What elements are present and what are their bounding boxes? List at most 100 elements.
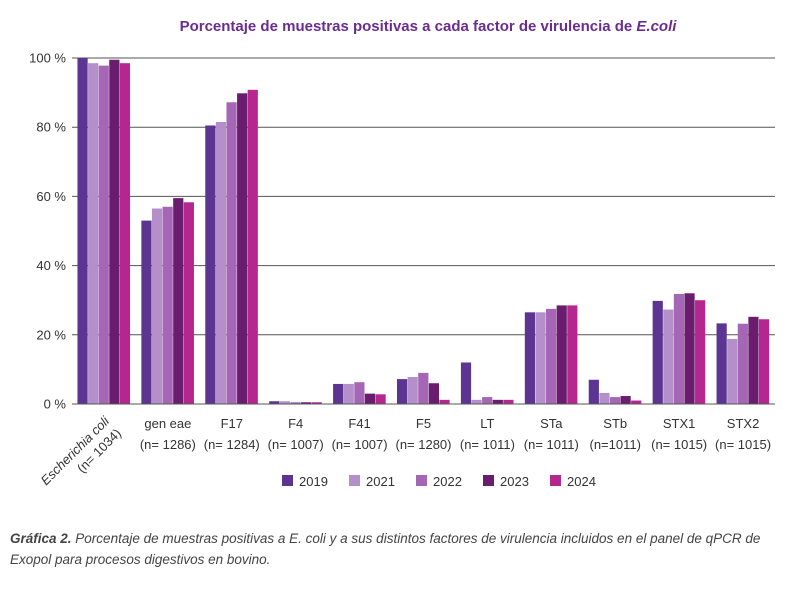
bar [364, 393, 376, 404]
category-count: (n= 1011) [460, 437, 515, 452]
bar [652, 300, 663, 404]
bar [695, 300, 706, 404]
bar [503, 399, 514, 404]
chart-title: Porcentaje de muestras positivas a cada … [180, 18, 678, 35]
bar [109, 59, 120, 404]
bar [631, 400, 642, 404]
category-name: STX1 [663, 416, 696, 431]
bar [599, 392, 610, 404]
legend-swatch [349, 475, 360, 486]
legend-swatch [550, 475, 561, 486]
category-name: STX2 [727, 416, 760, 431]
bar [311, 402, 322, 404]
legend-label: 2021 [366, 474, 395, 489]
category-name: F5 [416, 416, 431, 431]
bar [354, 382, 365, 404]
bar [141, 220, 152, 404]
bar [684, 293, 695, 404]
category-label-rotated: Escherichia coli(n= 1034) [38, 413, 124, 488]
bar [524, 312, 536, 404]
bar [205, 125, 216, 404]
category-count: (n= 1015) [651, 437, 707, 452]
category-count: (n=1011) [590, 437, 641, 452]
bar [375, 394, 386, 404]
y-tick-label: 80 % [36, 120, 66, 135]
bar [567, 305, 578, 404]
bar [460, 362, 472, 404]
bar [279, 401, 290, 404]
y-axis-ticks: 0 % 20 % 40 % 60 % 80 % 100 % [29, 51, 66, 412]
chart: Porcentaje de muestras positivas a cada … [29, 18, 775, 489]
bar [247, 89, 258, 404]
category-name: F17 [221, 416, 243, 431]
bar [673, 293, 685, 404]
bar [716, 323, 727, 404]
bar [620, 396, 631, 404]
category-name: STb [603, 416, 627, 431]
bar [215, 122, 227, 404]
bar [77, 58, 88, 404]
bar [343, 383, 354, 404]
bar [439, 399, 450, 404]
bar [588, 379, 599, 404]
bar [333, 383, 344, 404]
bars [77, 58, 770, 405]
category-labels: Escherichia coli(n= 1034) gen eae (n= 1286… [38, 413, 771, 488]
category-count: (n= 1011) [524, 437, 579, 452]
category-name: F4 [288, 416, 303, 431]
bar [535, 312, 546, 404]
category-count: (n= 1007) [268, 437, 324, 452]
y-tick-label: 100 % [29, 51, 66, 66]
bar [407, 377, 418, 404]
bar [397, 379, 408, 404]
y-tick-label: 0 % [44, 397, 67, 412]
bar [183, 202, 194, 404]
bar [237, 93, 248, 405]
y-tick-label: 40 % [36, 258, 66, 273]
bar [482, 397, 493, 404]
legend-label: 2024 [567, 474, 596, 489]
bar [269, 401, 280, 404]
caption-text: Porcentaje de muestras positivas a E. co… [10, 531, 761, 567]
bar [663, 309, 674, 404]
figure-caption: Gráfica 2. Porcentaje de muestras positi… [10, 528, 790, 570]
legend-label: 2022 [433, 474, 462, 489]
bar [300, 402, 312, 404]
bar [162, 206, 173, 404]
bar [758, 319, 770, 404]
legend-label: 2023 [500, 474, 529, 489]
bar [418, 372, 429, 404]
bar [119, 63, 131, 404]
bar [428, 383, 439, 404]
bar [727, 338, 738, 404]
category-name: gen eae [144, 416, 191, 431]
bar [471, 399, 482, 404]
bar [226, 102, 237, 405]
bar [737, 323, 748, 404]
bar [173, 198, 184, 404]
y-tick-label: 60 % [36, 189, 66, 204]
bar [88, 63, 99, 404]
category-name: STa [540, 416, 563, 431]
category-count: (n= 1007) [332, 437, 388, 452]
bar [609, 397, 621, 404]
category-count: (n= 1015) [715, 437, 771, 452]
bar [98, 65, 109, 404]
category-name: LT [480, 416, 494, 431]
bar [492, 399, 503, 404]
category-count: (n= 1284) [204, 437, 260, 452]
category-name: F41 [348, 416, 370, 431]
bar [556, 305, 567, 404]
bar [151, 208, 163, 404]
category-count: (n= 1280) [395, 437, 451, 452]
legend-swatch [416, 475, 427, 486]
legend: 2019 2021 2022 2023 2024 [282, 474, 596, 489]
y-tick-label: 20 % [36, 327, 66, 342]
bar [546, 308, 557, 404]
bar [290, 402, 301, 404]
legend-label: 2019 [299, 474, 328, 489]
caption-label: Gráfica 2. [10, 531, 72, 546]
legend-swatch [483, 475, 494, 486]
category-count: (n= 1286) [140, 437, 196, 452]
